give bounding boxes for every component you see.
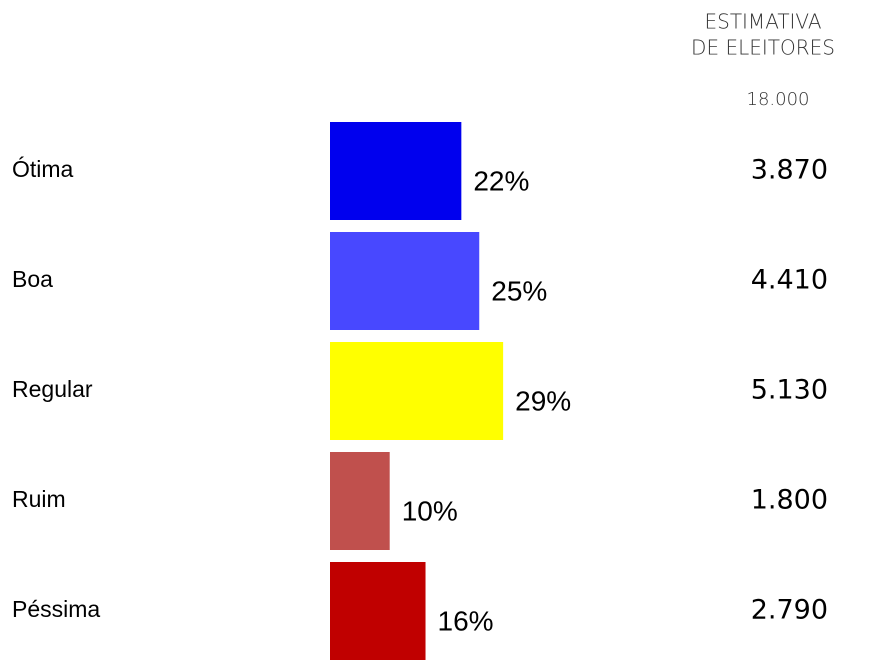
category-label: Ruim	[12, 486, 66, 512]
column-title: ESTIMATIVA	[704, 10, 821, 34]
bar	[330, 342, 504, 440]
category-label: Ótima	[12, 156, 74, 182]
estimate-value: 4.410	[751, 265, 828, 296]
bar	[330, 452, 390, 550]
category-label: Péssima	[12, 596, 100, 622]
estimate-value: 1.800	[751, 485, 828, 516]
estimate-value: 2.790	[751, 595, 828, 626]
bar	[330, 232, 480, 330]
value-label: 10%	[402, 495, 458, 526]
bar	[330, 562, 426, 660]
value-label: 25%	[491, 275, 547, 306]
category-label: Boa	[12, 266, 53, 292]
estimate-value: 3.870	[751, 155, 828, 186]
estimate-value: 5.130	[751, 375, 828, 406]
bar	[330, 122, 462, 220]
category-label: Regular	[12, 376, 93, 402]
value-label: 16%	[438, 605, 494, 636]
column-total: 18.000	[747, 89, 810, 110]
value-label: 29%	[515, 385, 571, 416]
column-title: DE ELEITORES	[691, 36, 835, 60]
value-label: 22%	[473, 165, 529, 196]
